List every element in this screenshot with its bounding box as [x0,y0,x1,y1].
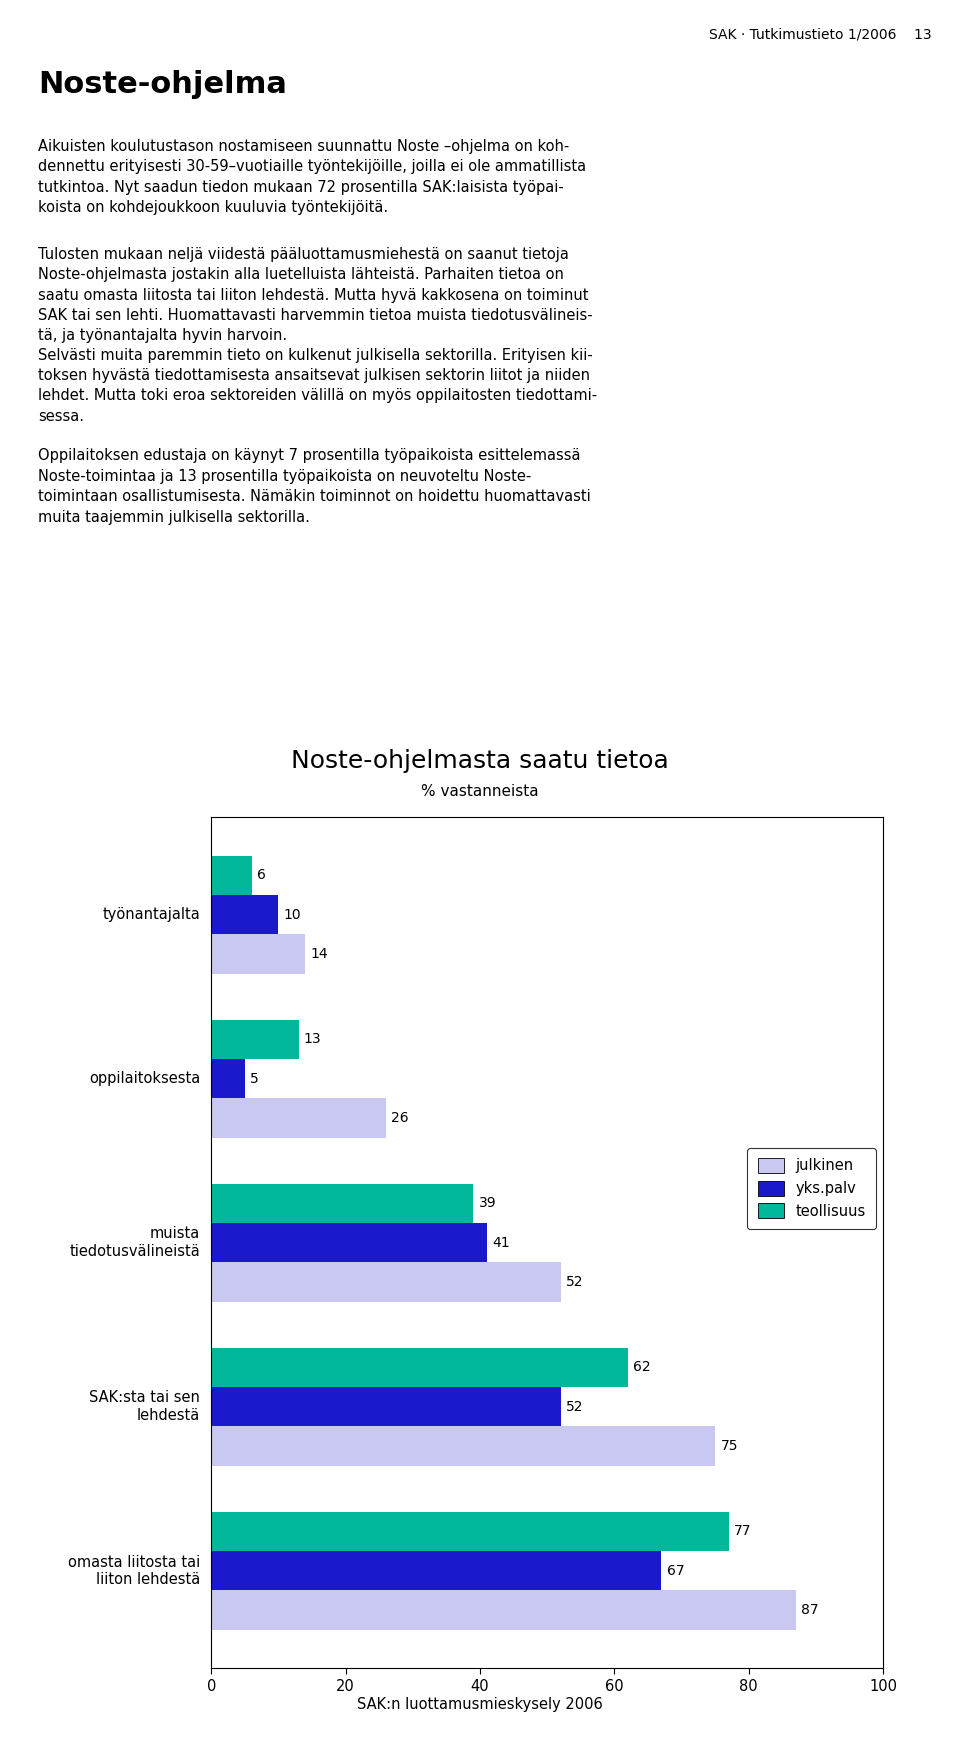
Text: % vastanneista: % vastanneista [421,784,539,799]
Text: Aikuisten koulutustason nostamiseen suunnattu Noste –ohjelma on koh-
dennettu er: Aikuisten koulutustason nostamiseen suun… [38,139,587,216]
Bar [211,1098,386,1138]
Bar [211,1387,561,1427]
Bar [211,1512,729,1550]
Text: 87: 87 [802,1602,819,1616]
Text: 52: 52 [566,1276,584,1290]
Text: 6: 6 [257,869,266,883]
Text: 67: 67 [667,1564,684,1578]
Text: 5: 5 [251,1072,259,1086]
Legend: julkinen, yks.palv, teollisuus: julkinen, yks.palv, teollisuus [747,1147,876,1229]
Text: Oppilaitoksen edustaja on käynyt 7 prosentilla työpaikoista esittelemassä
Noste-: Oppilaitoksen edustaja on käynyt 7 prose… [38,448,591,525]
Text: Selvästi muita paremmin tieto on kulkenut julkisella sektorilla. Erityisen kii-
: Selvästi muita paremmin tieto on kulkenu… [38,348,597,424]
Text: Noste-ohjelma: Noste-ohjelma [38,70,287,99]
Text: Tulosten mukaan neljä viidestä pääluottamusmiehestä on saanut tietoja
Noste-ohje: Tulosten mukaan neljä viidestä pääluotta… [38,247,593,344]
Text: 75: 75 [721,1439,738,1453]
Text: 13: 13 [304,1032,322,1046]
Text: 52: 52 [566,1399,584,1413]
Text: Noste-ohjelmasta saatu tietoa: Noste-ohjelmasta saatu tietoa [291,749,669,773]
Bar [211,855,252,895]
Bar [211,1427,715,1465]
Text: 62: 62 [634,1361,651,1375]
Text: 26: 26 [392,1111,409,1124]
Bar [211,1550,661,1590]
Bar [211,935,305,973]
Text: 77: 77 [734,1524,752,1538]
Bar [211,895,278,935]
Bar [211,1347,628,1387]
Bar [211,1262,561,1302]
Text: SAK:n luottamusmieskysely 2006: SAK:n luottamusmieskysely 2006 [357,1696,603,1712]
Bar [211,1020,299,1058]
Bar [211,1184,473,1224]
Text: SAK · Tutkimustieto 1/2006    13: SAK · Tutkimustieto 1/2006 13 [708,28,931,42]
Text: 10: 10 [284,907,301,921]
Text: 14: 14 [311,947,328,961]
Text: 41: 41 [492,1236,510,1250]
Bar [211,1224,487,1262]
Bar [211,1058,245,1098]
Bar [211,1590,796,1630]
Text: 39: 39 [479,1196,496,1210]
